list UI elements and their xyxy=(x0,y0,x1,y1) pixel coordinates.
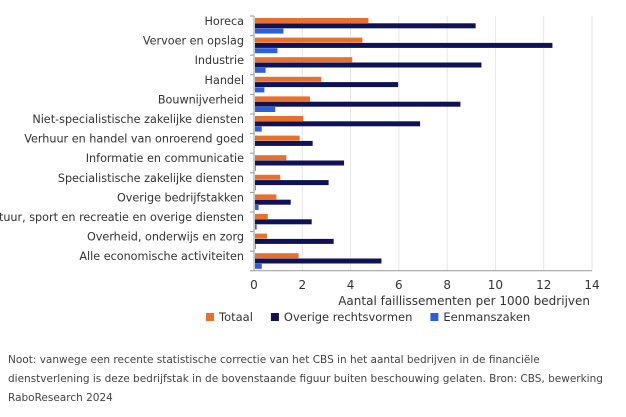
bar-overige-rechtsvormen xyxy=(255,121,421,127)
category-label: Cultuur, sport en recreatie en overige d… xyxy=(0,211,244,224)
x-tick-label: 2 xyxy=(298,278,306,292)
category-label: Bouwnijverheid xyxy=(158,93,244,106)
category-label: Handel xyxy=(205,74,244,87)
category-label: Niet-specialistische zakelijke diensten xyxy=(32,113,244,126)
bar-eenmanszaken xyxy=(255,48,278,54)
bar-eenmanszaken xyxy=(255,263,262,269)
x-tick-label: 14 xyxy=(584,278,599,292)
bar-totaal xyxy=(255,214,268,219)
bar-totaal xyxy=(255,253,299,259)
bar-totaal xyxy=(255,57,353,63)
bar-overige-rechtsvormen xyxy=(255,238,334,244)
x-tick-label: 6 xyxy=(395,278,403,292)
bar-overige-rechtsvormen xyxy=(255,23,476,29)
category-label: Alle economische activiteiten xyxy=(79,250,244,263)
bar-overige-rechtsvormen xyxy=(255,140,313,146)
bar-eenmanszaken xyxy=(255,28,284,34)
bar-overige-rechtsvormen xyxy=(255,101,461,107)
legend-label: Overige rechtsvormen xyxy=(284,310,412,324)
category-label: Overige bedrijfstakken xyxy=(117,191,244,204)
bar-totaal xyxy=(255,96,311,102)
bar-totaal xyxy=(255,18,369,23)
bar-totaal xyxy=(255,116,304,121)
x-tick-label: 8 xyxy=(443,278,451,292)
category-label: Overheid, onderwijs en zorg xyxy=(87,231,244,244)
bar-eenmanszaken xyxy=(255,67,266,73)
legend-swatch xyxy=(206,313,214,321)
legend-swatch xyxy=(430,313,439,321)
category-label: Verhuur en handel van onroerend goed xyxy=(24,133,244,146)
bar-overige-rechtsvormen xyxy=(255,180,329,186)
category-label: Vervoer en opslag xyxy=(143,35,244,48)
bar-eenmanszaken xyxy=(255,224,257,230)
x-tick-label: 10 xyxy=(488,278,503,292)
category-label: Informatie en communicatie xyxy=(86,152,244,165)
bar-overige-rechtsvormen xyxy=(255,82,399,88)
bar-overige-rechtsvormen xyxy=(255,199,291,205)
bar-totaal xyxy=(255,76,322,82)
category-label: Horeca xyxy=(204,15,244,28)
bar-overige-rechtsvormen xyxy=(255,258,382,264)
bar-eenmanszaken xyxy=(255,126,262,132)
bar-totaal xyxy=(255,37,363,43)
category-label: Industrie xyxy=(195,54,245,67)
bar-overige-rechtsvormen xyxy=(255,62,482,68)
bar-eenmanszaken xyxy=(255,87,265,93)
x-tick-label: 4 xyxy=(347,278,355,292)
x-axis-label: Aantal faillissementen per 1000 bedrijve… xyxy=(338,294,590,308)
bar-eenmanszaken xyxy=(255,165,256,171)
bar-overige-rechtsvormen xyxy=(255,160,345,166)
bar-totaal xyxy=(255,155,287,161)
bar-eenmanszaken xyxy=(255,244,256,250)
x-tick-label: 0 xyxy=(250,278,258,292)
bar-totaal xyxy=(255,233,268,239)
bar-totaal xyxy=(255,174,281,180)
bar-eenmanszaken xyxy=(255,205,259,210)
legend-label: Eenmanszaken xyxy=(443,310,530,324)
bar-overige-rechtsvormen xyxy=(255,42,553,48)
chart-note: Noot: vanwege een recente statistische c… xyxy=(8,354,603,404)
category-label: Specialistische zakelijke diensten xyxy=(58,172,244,185)
legend-swatch xyxy=(270,313,279,321)
bar-totaal xyxy=(255,194,277,200)
bar-eenmanszaken xyxy=(255,185,256,191)
bar-chart: 0 2 4 6 8 10 12 14 Horeca Vervoer en opslag Indust… xyxy=(0,15,600,324)
bar-overige-rechtsvormen xyxy=(255,219,312,225)
legend-label: Totaal xyxy=(218,310,253,324)
bar-eenmanszaken xyxy=(255,107,276,112)
x-tick-label: 12 xyxy=(536,278,551,292)
bar-totaal xyxy=(255,135,300,141)
